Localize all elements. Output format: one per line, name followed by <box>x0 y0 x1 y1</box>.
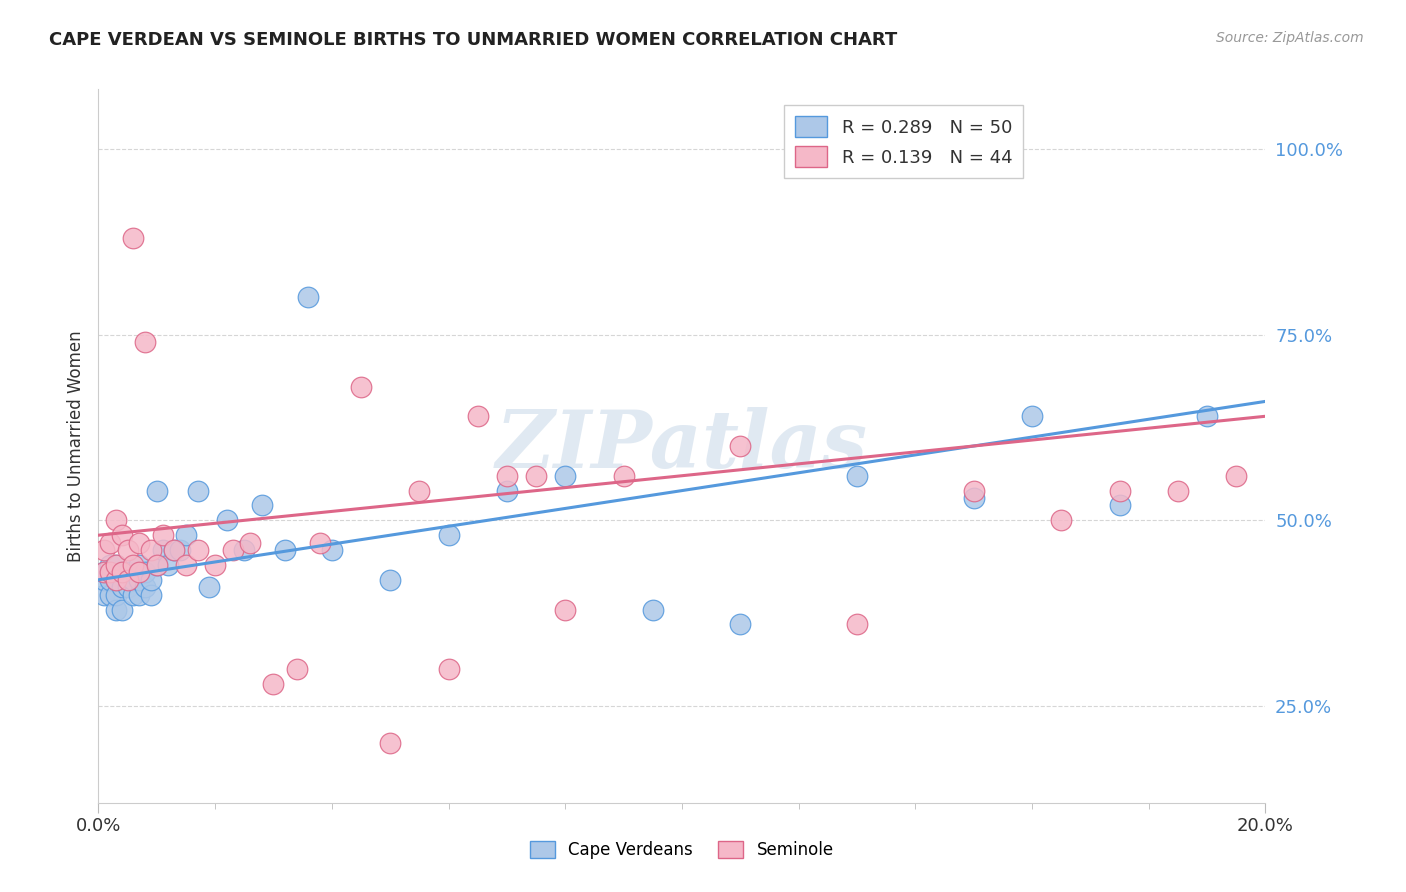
Point <box>380 736 402 750</box>
Point <box>98 588 121 602</box>
Point <box>250 499 273 513</box>
Point <box>262 677 284 691</box>
Point <box>221 543 243 558</box>
Point <box>846 468 869 483</box>
Point <box>139 588 162 602</box>
Point <box>169 543 191 558</box>
Point <box>962 483 984 498</box>
Point <box>163 543 186 558</box>
Point <box>139 573 162 587</box>
Point <box>122 558 145 572</box>
Point <box>496 468 519 483</box>
Point <box>174 558 197 572</box>
Point <box>274 543 297 558</box>
Point <box>641 602 664 616</box>
Point <box>122 231 145 245</box>
Point <box>111 528 134 542</box>
Point <box>962 491 984 505</box>
Point <box>111 580 134 594</box>
Point <box>437 662 460 676</box>
Point <box>321 543 343 558</box>
Text: CAPE VERDEAN VS SEMINOLE BIRTHS TO UNMARRIED WOMEN CORRELATION CHART: CAPE VERDEAN VS SEMINOLE BIRTHS TO UNMAR… <box>49 31 897 49</box>
Point <box>104 588 127 602</box>
Point <box>467 409 489 424</box>
Point <box>146 558 169 572</box>
Point <box>215 513 238 527</box>
Point <box>408 483 430 498</box>
Point <box>104 573 127 587</box>
Point <box>163 543 186 558</box>
Point <box>98 573 121 587</box>
Point <box>1225 468 1247 483</box>
Point <box>846 617 869 632</box>
Point <box>93 566 115 580</box>
Point <box>128 535 150 549</box>
Point <box>122 573 145 587</box>
Point <box>117 566 139 580</box>
Point <box>111 566 134 580</box>
Point <box>111 602 134 616</box>
Point <box>496 483 519 498</box>
Text: Source: ZipAtlas.com: Source: ZipAtlas.com <box>1216 31 1364 45</box>
Point <box>187 543 209 558</box>
Point <box>128 588 150 602</box>
Point <box>297 290 319 304</box>
Point <box>117 580 139 594</box>
Point <box>239 535 262 549</box>
Point <box>98 535 121 549</box>
Point <box>309 535 332 549</box>
Point <box>187 483 209 498</box>
Point <box>104 602 127 616</box>
Point <box>152 543 174 558</box>
Point <box>139 543 162 558</box>
Point <box>134 334 156 349</box>
Point <box>93 573 115 587</box>
Point <box>128 558 150 572</box>
Point <box>93 588 115 602</box>
Point <box>198 580 221 594</box>
Point <box>104 558 127 572</box>
Point <box>285 662 308 676</box>
Point <box>146 558 169 572</box>
Point <box>612 468 634 483</box>
Point <box>1108 499 1130 513</box>
Text: ZIPatlas: ZIPatlas <box>496 408 868 484</box>
Point <box>554 602 576 616</box>
Point <box>1050 513 1073 527</box>
Point <box>134 566 156 580</box>
Legend: Cape Verdeans, Seminole: Cape Verdeans, Seminole <box>523 834 841 866</box>
Point <box>104 558 127 572</box>
Point <box>122 588 145 602</box>
Point <box>1195 409 1218 424</box>
Point <box>1021 409 1043 424</box>
Point <box>98 558 121 572</box>
Point <box>730 439 752 453</box>
Point <box>174 528 197 542</box>
Point <box>117 543 139 558</box>
Point <box>104 573 127 587</box>
Point <box>1108 483 1130 498</box>
Point <box>380 573 402 587</box>
Point <box>437 528 460 542</box>
Point <box>233 543 256 558</box>
Point <box>204 558 226 572</box>
Point <box>1167 483 1189 498</box>
Point <box>554 468 576 483</box>
Point <box>104 513 127 527</box>
Point <box>146 483 169 498</box>
Point <box>730 617 752 632</box>
Point <box>98 566 121 580</box>
Y-axis label: Births to Unmarried Women: Births to Unmarried Women <box>66 330 84 562</box>
Point <box>350 379 373 393</box>
Point <box>134 580 156 594</box>
Point <box>152 528 174 542</box>
Point <box>117 573 139 587</box>
Point <box>524 468 547 483</box>
Point <box>111 566 134 580</box>
Point <box>128 573 150 587</box>
Point <box>128 566 150 580</box>
Point <box>93 543 115 558</box>
Point <box>157 558 180 572</box>
Point <box>93 566 115 580</box>
